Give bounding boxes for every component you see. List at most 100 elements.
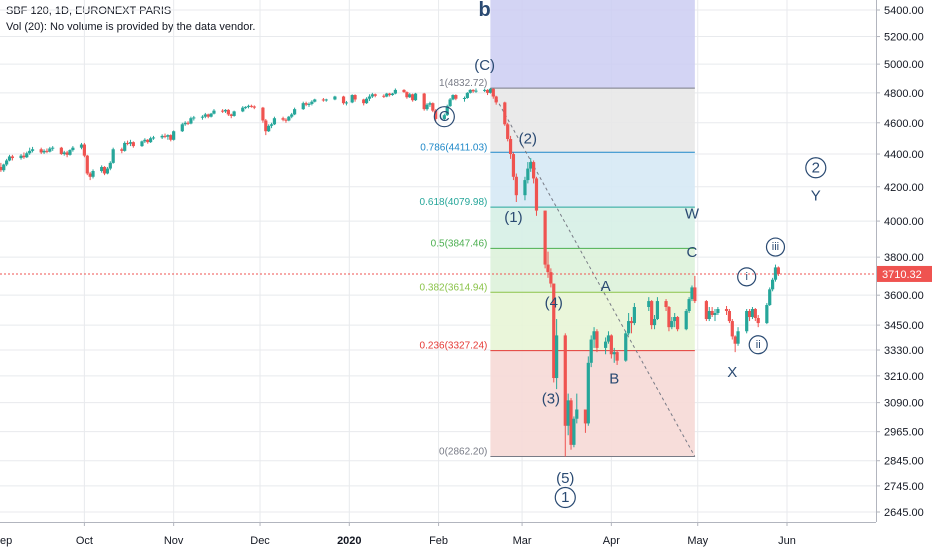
candle-body bbox=[745, 310, 749, 332]
candle-body bbox=[172, 131, 176, 140]
candle-body bbox=[514, 176, 518, 196]
candle-body bbox=[226, 109, 230, 115]
candle-body bbox=[776, 267, 780, 274]
candle-body bbox=[88, 173, 92, 177]
price-tick-label: 3450.00 bbox=[884, 320, 924, 332]
candle-body bbox=[592, 331, 596, 340]
candle-body bbox=[442, 115, 446, 119]
candle-body bbox=[160, 135, 164, 138]
fib-level-label: 0.236(3327.24) bbox=[420, 341, 488, 352]
candle-body bbox=[249, 105, 254, 107]
candle-body bbox=[402, 89, 406, 93]
candle-body bbox=[650, 301, 654, 326]
candle-body bbox=[664, 301, 668, 308]
candle-body bbox=[549, 272, 553, 284]
candle-body bbox=[10, 156, 14, 159]
wave-label-circle bbox=[554, 486, 576, 509]
candle-body bbox=[690, 287, 694, 300]
candle-body bbox=[382, 95, 386, 97]
candle-body bbox=[120, 149, 124, 151]
candle-body bbox=[2, 164, 6, 171]
candle-body bbox=[756, 318, 760, 324]
candle-body bbox=[629, 321, 634, 324]
wave-label: (C) bbox=[474, 57, 495, 74]
candle-body bbox=[624, 333, 628, 361]
candle-body bbox=[39, 149, 43, 153]
fib-zone bbox=[490, 350, 695, 457]
time-tick-label: Jun bbox=[778, 535, 796, 547]
candle-body bbox=[252, 106, 256, 108]
wave-label-circle bbox=[805, 157, 827, 179]
price-tick-label: 2745.00 bbox=[884, 481, 924, 493]
candle-body bbox=[563, 335, 567, 426]
last-price-badge bbox=[877, 265, 932, 282]
fib-zone bbox=[490, 88, 695, 153]
wave-label: A bbox=[601, 278, 611, 295]
candle-body bbox=[290, 114, 294, 117]
candle-body bbox=[448, 99, 452, 107]
candle-body bbox=[724, 308, 729, 311]
wave-label: W bbox=[685, 206, 700, 223]
price-tick-label: 4800.00 bbox=[884, 88, 924, 100]
candle-body bbox=[367, 96, 372, 99]
price-tick-label: 2845.00 bbox=[884, 456, 924, 468]
fib-level-label: 0(2862.20) bbox=[439, 446, 487, 457]
candle-body bbox=[716, 308, 720, 313]
candle-body bbox=[753, 308, 757, 319]
candle-body bbox=[62, 152, 66, 155]
candle-body bbox=[707, 310, 711, 320]
wave-label: (2) bbox=[519, 131, 537, 148]
candle-body bbox=[434, 110, 438, 119]
price-tick-label: 4200.00 bbox=[884, 182, 924, 194]
candle-body bbox=[100, 166, 104, 172]
price-tick-label: 2645.00 bbox=[884, 507, 924, 519]
candle-body bbox=[301, 103, 305, 110]
candle-body bbox=[68, 150, 72, 155]
candle-body bbox=[149, 138, 153, 143]
candle-body bbox=[673, 317, 677, 322]
candle-body bbox=[370, 94, 374, 97]
candle-body bbox=[491, 88, 495, 97]
wave-label: (3) bbox=[542, 391, 560, 408]
candle-body bbox=[321, 99, 325, 101]
time-tick-label: Dec bbox=[250, 535, 270, 547]
candle-body bbox=[284, 119, 288, 121]
candle-body bbox=[105, 168, 110, 174]
candle-body bbox=[364, 98, 369, 104]
fib-level-label: 1(4832.72) bbox=[439, 78, 487, 89]
candle-body bbox=[422, 93, 426, 110]
candle-body bbox=[390, 93, 395, 96]
candle-body bbox=[140, 141, 144, 147]
candle-body bbox=[183, 122, 187, 125]
candle-body bbox=[307, 103, 311, 105]
candle-body bbox=[454, 95, 458, 99]
candle-body bbox=[244, 106, 248, 108]
price-tick-label: 5400.00 bbox=[884, 5, 924, 17]
candle-body bbox=[28, 150, 32, 154]
candle-body bbox=[71, 147, 75, 151]
candle-body bbox=[241, 107, 245, 112]
candle-body bbox=[223, 109, 228, 112]
candle-body bbox=[373, 94, 377, 96]
candle-body bbox=[627, 321, 631, 334]
price-tick-label: 4400.00 bbox=[884, 149, 924, 161]
candle-body bbox=[727, 310, 732, 322]
candle-body bbox=[272, 118, 277, 125]
candle-body bbox=[292, 109, 297, 115]
candle-body bbox=[733, 336, 737, 344]
wave-label: C bbox=[439, 108, 450, 125]
candle-body bbox=[85, 155, 89, 174]
fib-zone bbox=[490, 207, 695, 249]
candle-body bbox=[221, 110, 225, 112]
candle-body bbox=[341, 96, 346, 104]
candle-body bbox=[186, 122, 190, 124]
candle-body bbox=[79, 144, 84, 148]
price-tick-label: 5200.00 bbox=[884, 32, 924, 44]
time-tick-label: May bbox=[687, 535, 708, 547]
candle-body bbox=[595, 331, 599, 348]
candle-body bbox=[506, 124, 510, 140]
candle-body bbox=[212, 110, 216, 114]
candle-body bbox=[471, 89, 475, 92]
fib-level-label: 0.618(4079.98) bbox=[420, 197, 488, 208]
